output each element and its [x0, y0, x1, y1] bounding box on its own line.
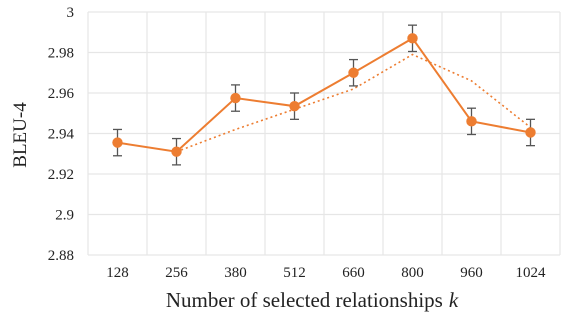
x-tick-label-4: 660: [342, 265, 365, 281]
y-axis-label: BLEU-4: [10, 102, 31, 168]
data-point-7: [525, 127, 536, 138]
data-point-3: [289, 100, 300, 112]
x-tick-label-2: 380: [224, 265, 247, 281]
y-tick-label-0: 2.88: [48, 248, 74, 264]
x-tick-label-7: 1024: [516, 265, 547, 281]
data-point-4: [348, 67, 359, 78]
data-point-0: [112, 137, 123, 148]
x-tick-label-6: 960: [460, 265, 483, 281]
x-axis-label-text: Number of selected relationships: [166, 288, 443, 312]
data-point-5: [407, 33, 418, 44]
main-series: [117, 37, 531, 153]
x-tick-label-1: 256: [165, 265, 188, 281]
y-tick-labels: 2.88 2.9 2.92 2.94 2.96 2.98 3: [48, 5, 75, 264]
data-point-1: [171, 146, 182, 157]
x-tick-label-3: 512: [283, 265, 306, 281]
x-axis-label: Number of selected relationships k: [166, 288, 459, 312]
x-tick-label-5: 800: [401, 265, 424, 281]
x-tick-label-0: 128: [106, 265, 129, 281]
data-point-markers: [112, 33, 536, 157]
dotted-trend-line: [176, 53, 531, 153]
x-axis-label-variable: k: [449, 288, 459, 312]
y-tick-label-6: 3: [67, 5, 75, 21]
main-series-line: [117, 37, 531, 153]
dotted-trend-series: [176, 53, 531, 153]
grid-lines: [87, 11, 561, 256]
y-tick-label-3: 2.94: [48, 127, 75, 143]
data-point-2: [230, 92, 241, 104]
data-point-6: [466, 116, 477, 127]
x-tick-labels: 128 256 380 512 660 800 960 1024: [106, 265, 546, 281]
y-tick-label-1: 2.9: [55, 208, 74, 224]
y-tick-label-5: 2.98: [48, 46, 74, 62]
y-tick-label-4: 2.96: [48, 86, 75, 102]
y-tick-label-2: 2.92: [48, 167, 74, 183]
